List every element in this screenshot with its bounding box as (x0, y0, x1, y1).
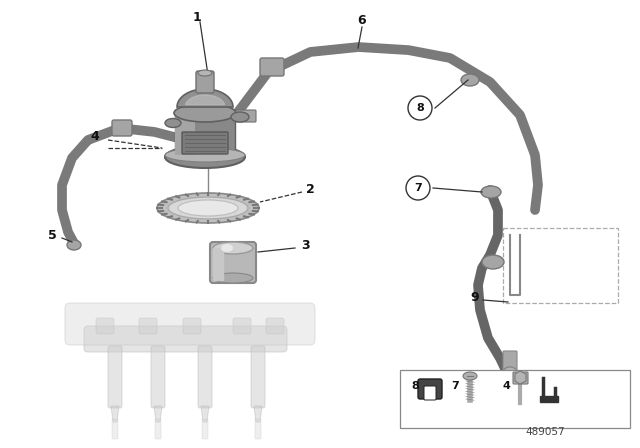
FancyBboxPatch shape (139, 318, 157, 334)
FancyBboxPatch shape (236, 110, 256, 122)
FancyBboxPatch shape (233, 318, 251, 334)
FancyBboxPatch shape (260, 58, 284, 76)
FancyBboxPatch shape (424, 386, 436, 400)
Ellipse shape (67, 240, 81, 250)
Text: 1: 1 (193, 10, 202, 23)
FancyBboxPatch shape (266, 318, 284, 334)
Text: 2: 2 (306, 182, 314, 195)
FancyBboxPatch shape (84, 326, 287, 352)
Ellipse shape (165, 119, 181, 128)
Polygon shape (175, 113, 235, 155)
Ellipse shape (461, 74, 479, 86)
Ellipse shape (463, 372, 477, 380)
Ellipse shape (482, 255, 504, 269)
FancyBboxPatch shape (418, 379, 442, 399)
Polygon shape (213, 248, 223, 280)
Ellipse shape (165, 148, 245, 162)
Polygon shape (540, 396, 558, 402)
FancyBboxPatch shape (210, 242, 256, 283)
FancyBboxPatch shape (513, 372, 528, 384)
Ellipse shape (231, 112, 249, 122)
FancyBboxPatch shape (255, 419, 261, 439)
Text: 8: 8 (416, 103, 424, 113)
FancyBboxPatch shape (65, 303, 315, 345)
Text: 5: 5 (47, 228, 56, 241)
Ellipse shape (174, 104, 236, 122)
FancyBboxPatch shape (251, 346, 265, 408)
FancyBboxPatch shape (108, 346, 122, 408)
Bar (503, 228, 618, 303)
FancyBboxPatch shape (196, 71, 214, 93)
Ellipse shape (165, 146, 245, 168)
Ellipse shape (503, 367, 517, 377)
Ellipse shape (221, 244, 233, 252)
FancyBboxPatch shape (182, 132, 228, 154)
FancyBboxPatch shape (202, 419, 208, 439)
FancyBboxPatch shape (112, 419, 118, 439)
Ellipse shape (213, 242, 253, 254)
Ellipse shape (481, 186, 501, 198)
FancyBboxPatch shape (96, 318, 114, 334)
Text: 7: 7 (451, 381, 459, 391)
Text: 489057: 489057 (525, 427, 565, 437)
Polygon shape (186, 95, 225, 104)
Circle shape (408, 96, 432, 120)
Ellipse shape (157, 193, 259, 223)
FancyBboxPatch shape (198, 346, 212, 408)
Circle shape (406, 176, 430, 200)
FancyBboxPatch shape (112, 120, 132, 136)
Ellipse shape (178, 200, 238, 216)
Ellipse shape (198, 70, 212, 76)
Text: 8: 8 (411, 381, 419, 391)
Polygon shape (201, 406, 209, 422)
Text: 4: 4 (502, 381, 510, 391)
Text: 9: 9 (470, 290, 479, 303)
Text: 6: 6 (358, 13, 366, 26)
Polygon shape (177, 89, 233, 107)
Ellipse shape (213, 273, 253, 283)
Text: 4: 4 (91, 129, 99, 142)
FancyBboxPatch shape (183, 318, 201, 334)
Polygon shape (154, 406, 162, 422)
Text: 3: 3 (301, 238, 309, 251)
Text: 7: 7 (414, 183, 422, 193)
Polygon shape (175, 113, 195, 155)
Polygon shape (515, 371, 526, 384)
Ellipse shape (168, 197, 248, 219)
FancyBboxPatch shape (155, 419, 161, 439)
FancyBboxPatch shape (151, 346, 165, 408)
Bar (400, 370, 630, 428)
Polygon shape (111, 406, 119, 422)
FancyBboxPatch shape (503, 351, 517, 375)
Polygon shape (254, 406, 262, 422)
